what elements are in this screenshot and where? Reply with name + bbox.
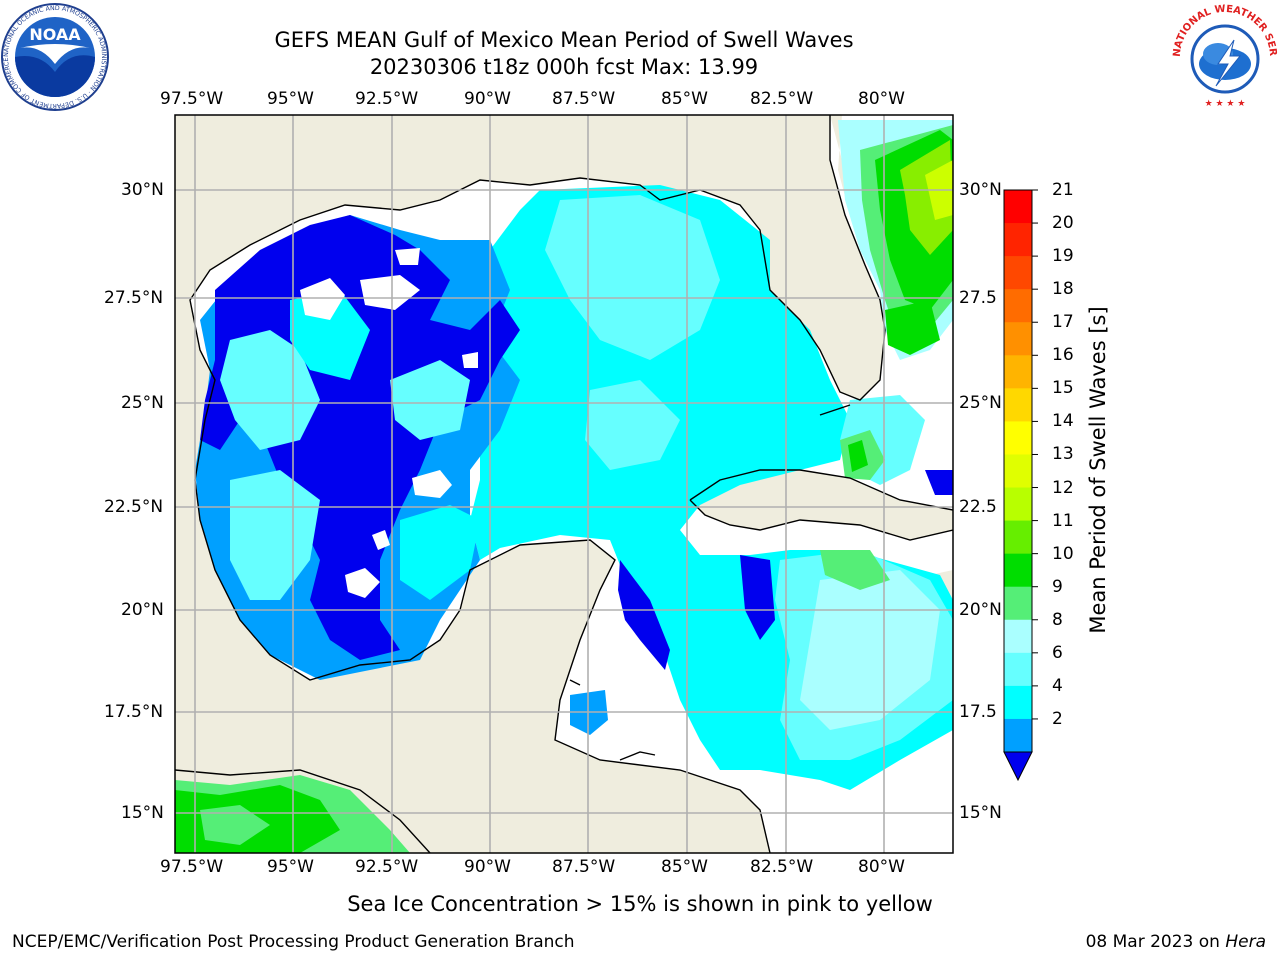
sea-ice-note: Sea Ice Concentration > 15% is shown in … <box>347 892 933 916</box>
lon-label-top: 82.5°W <box>750 89 814 109</box>
colorbar-tick-label: 16 <box>1052 345 1074 366</box>
footer-date: 08 Mar 2023 on Hera <box>1085 932 1266 952</box>
lon-label-bottom: 92.5°W <box>355 857 419 877</box>
colorbar-segment <box>1004 190 1032 224</box>
lat-label-right: 17.5 <box>959 702 997 722</box>
lon-label-bottom: 90°W <box>464 857 511 877</box>
lat-label-left: 22.5°N <box>104 497 164 517</box>
lat-label-right: 25°N <box>959 393 1002 413</box>
lat-label-right: 15°N <box>959 803 1002 823</box>
colorbar-segment <box>1004 586 1032 621</box>
lat-label-left: 30°N <box>121 180 164 200</box>
noaa-logo-text: NOAA <box>29 25 81 44</box>
lon-label-top: 92.5°W <box>355 89 419 109</box>
colorbar-tick-label: 20 <box>1052 213 1074 234</box>
lon-label-bottom: 85°W <box>661 857 708 877</box>
swell-fields <box>175 120 953 853</box>
colorbar-segment <box>1004 619 1032 654</box>
map-frame <box>174 114 954 854</box>
lon-label-bottom: 97.5°W <box>160 857 224 877</box>
lon-label-top: 80°W <box>858 89 905 109</box>
footer-machine: Hera <box>1225 932 1266 952</box>
lon-label-top: 90°W <box>464 89 511 109</box>
colorbar-segment <box>1004 487 1032 522</box>
noaa-logo: NATIONAL OCEANIC AND ATMOSPHERIC ADMINIS… <box>1 3 109 111</box>
colorbar-tick-label: 12 <box>1052 477 1074 498</box>
colorbar-tick-label: 19 <box>1052 246 1074 267</box>
svg-text:★ ★ ★ ★: ★ ★ ★ ★ <box>1205 99 1246 109</box>
footer-credit: NCEP/EMC/Verification Post Processing Pr… <box>12 932 575 952</box>
lon-label-bottom: 80°W <box>858 857 905 877</box>
colorbar-segment <box>1004 553 1032 588</box>
lat-label-right: 27.5 <box>959 288 997 308</box>
colorbar-tick-label: 10 <box>1052 543 1074 564</box>
colorbar-tick-label: 21 <box>1052 180 1074 200</box>
colorbar-tick-label: 9 <box>1052 576 1063 597</box>
lon-label-top: 87.5°W <box>552 89 616 109</box>
colorbar-segment <box>1004 289 1032 323</box>
colorbar-tick-label: 14 <box>1052 411 1074 432</box>
lat-label-left: 17.5°N <box>104 702 164 722</box>
chart-title: GEFS MEAN Gulf of Mexico Mean Period of … <box>274 28 854 52</box>
colorbar-title: Mean Period of Swell Waves [s] <box>1086 306 1110 634</box>
colorbar-segment <box>1004 718 1032 753</box>
colorbar-tick-label: 17 <box>1052 312 1074 333</box>
colorbar-tick-label: 13 <box>1052 444 1074 465</box>
lat-label-left: 25°N <box>121 393 164 413</box>
lon-label-bottom: 95°W <box>267 857 314 877</box>
colorbar-tick-label: 8 <box>1052 609 1063 630</box>
lon-label-bottom: 87.5°W <box>552 857 616 877</box>
lat-label-right: 30°N <box>959 180 1002 200</box>
colorbar-segment <box>1004 652 1032 687</box>
colorbar-tick-label: 18 <box>1052 279 1074 300</box>
colorbar-segment <box>1004 322 1032 356</box>
colorbar-tick-label: 11 <box>1052 510 1074 531</box>
lat-label-left: 27.5°N <box>104 288 164 308</box>
chart-subtitle: 20230306 t18z 000h fcst Max: 13.99 <box>369 55 759 79</box>
coastlines <box>175 115 953 853</box>
colorbar-segment <box>1004 520 1032 555</box>
lon-label-top: 97.5°W <box>160 89 224 109</box>
lat-label-right: 20°N <box>959 600 1002 620</box>
map-area <box>175 115 953 853</box>
colorbar-segment <box>1004 421 1032 455</box>
land-cuba <box>690 470 953 540</box>
colorbar-extension <box>1003 751 1033 782</box>
colorbar-tick-label: 2 <box>1052 708 1063 729</box>
colorbar-segment <box>1004 223 1032 257</box>
lat-label-left: 20°N <box>121 600 164 620</box>
graticule <box>175 115 953 853</box>
colorbar <box>1003 189 1038 782</box>
colorbar-frame <box>1003 189 1033 753</box>
colorbar-segment <box>1004 454 1032 489</box>
colorbar-segment <box>1004 355 1032 389</box>
lon-label-top: 85°W <box>661 89 708 109</box>
colorbar-segment <box>1004 256 1032 290</box>
nws-logo: NATIONAL WEATHER SERVICE ★ ★ ★ ★ <box>1170 2 1278 109</box>
colorbar-segment <box>1004 388 1032 422</box>
colorbar-segment <box>1004 685 1032 720</box>
lon-label-top: 95°W <box>267 89 314 109</box>
colorbar-tick-label: 15 <box>1052 378 1074 399</box>
colorbar-tick-label: 6 <box>1052 642 1063 663</box>
lon-label-bottom: 82.5°W <box>750 857 814 877</box>
lat-label-left: 15°N <box>121 803 164 823</box>
colorbar-tick-label: 4 <box>1052 675 1063 696</box>
lat-label-right: 22.5 <box>959 497 997 517</box>
